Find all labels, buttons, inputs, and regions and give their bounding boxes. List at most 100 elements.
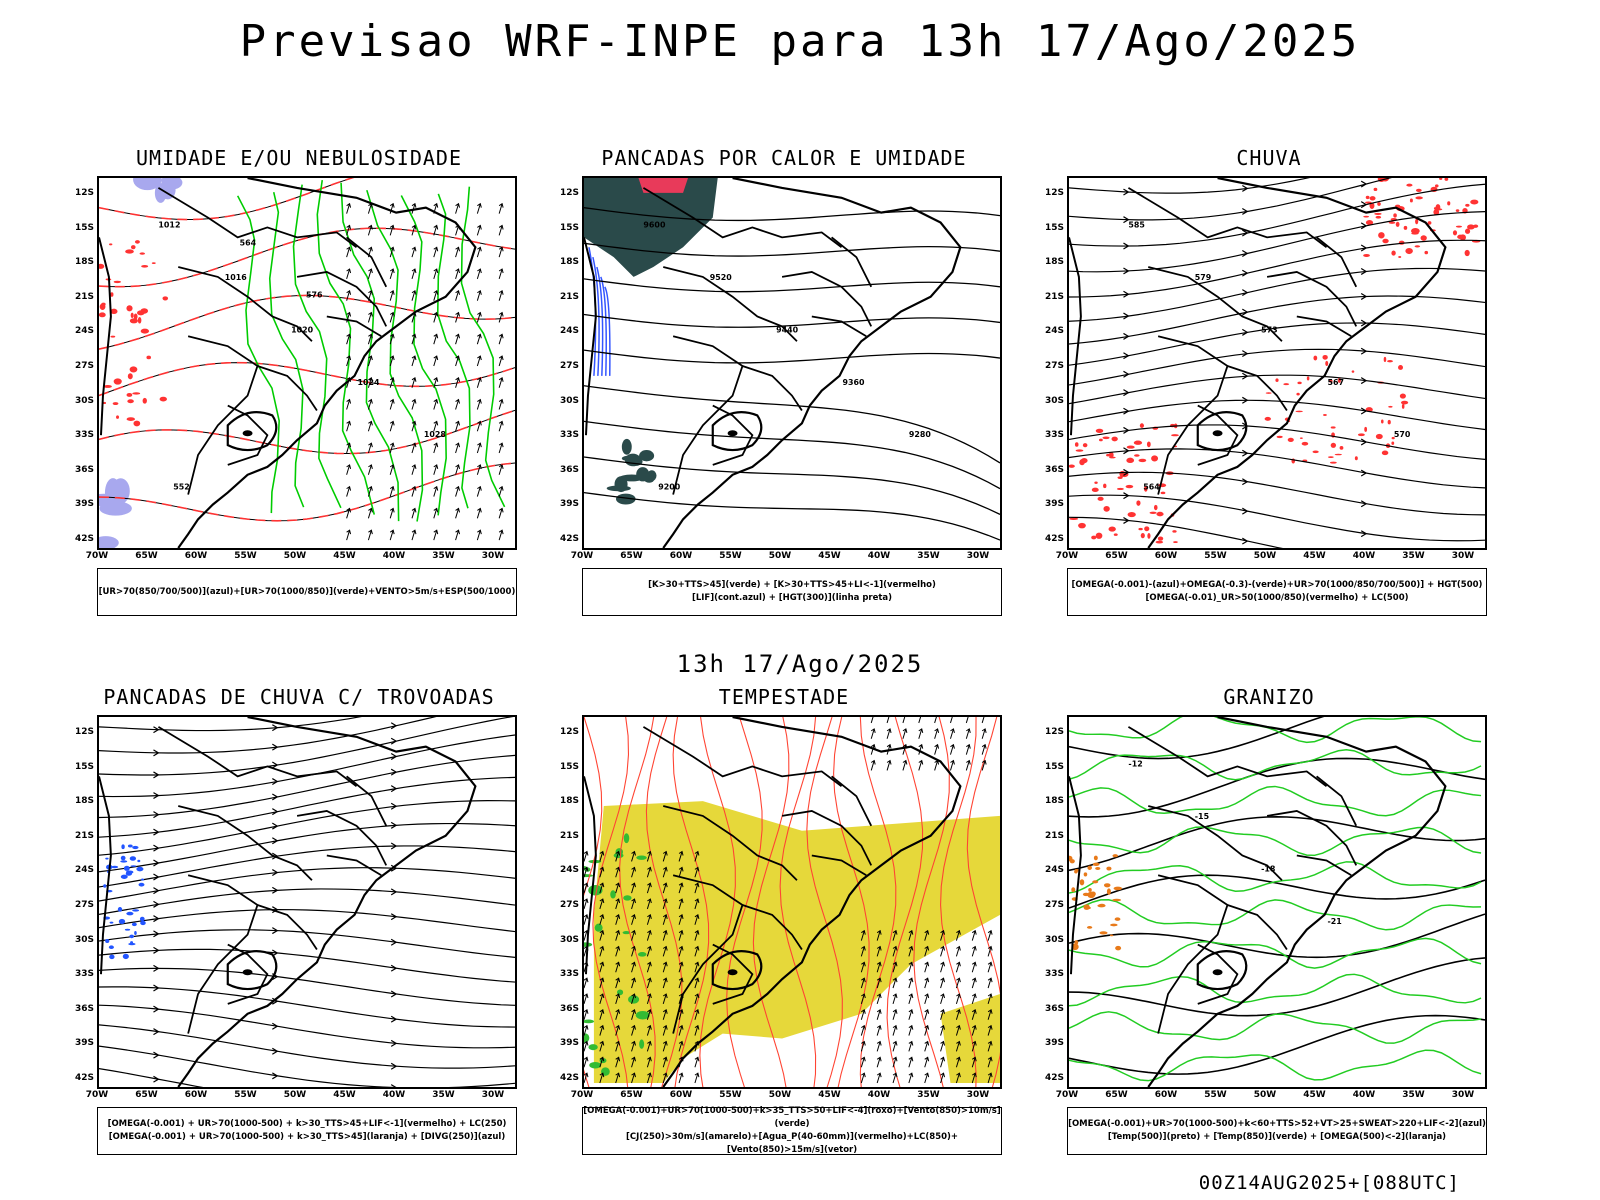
contour-label: 579	[1195, 273, 1212, 282]
legend-line: [OMEGA(-0.001) + UR>70(1000-500) + k>30_…	[107, 1119, 507, 1129]
contour-label: 1016	[225, 273, 248, 282]
contour-label: 1012	[158, 220, 180, 229]
longitude-tick-label: 45W	[333, 551, 356, 561]
latitude-tick-label: 24S	[559, 865, 579, 876]
contour-label: -21	[1328, 917, 1342, 926]
main-title: Previsao WRF-INPE para 13h 17/Ago/2025	[239, 16, 1361, 67]
longitude-tick-label: 50W	[1253, 551, 1277, 561]
latitude-tick-label: 30S	[559, 395, 579, 406]
contour-label: 585	[1128, 220, 1145, 229]
contour-label: 573	[1261, 325, 1278, 334]
longitude-tick-label: 70W	[1055, 551, 1079, 561]
map-svg	[584, 717, 1000, 1087]
forecast-map	[582, 715, 1002, 1089]
longitude-tick-label: 60W	[1154, 1090, 1178, 1100]
legend-line: [LIF](cont.azul) + [HGT(300)](linha pret…	[691, 593, 893, 603]
longitude-tick-label: 65W	[620, 551, 643, 561]
longitude-tick-label: 40W	[867, 1090, 891, 1100]
latitude-tick-label: 24S	[1044, 326, 1064, 337]
latitude-tick-label: 15S	[1044, 761, 1064, 772]
legend-line: [OMEGA(-0.001) + UR>70(1000-500) + k>30_…	[108, 1132, 506, 1142]
longitude-tick-label: 45W	[1303, 1090, 1326, 1100]
longitude-tick-label: 35W	[432, 1090, 455, 1100]
longitude-tick-label: 45W	[1303, 551, 1326, 561]
longitude-tick-label: 50W	[768, 551, 792, 561]
panel-title: PANCADAS POR CALOR E UMIDADE	[601, 146, 967, 170]
longitude-tick-label: 70W	[1055, 1090, 1079, 1100]
map-svg: 9600 9520 9440 9360 9280 9200	[584, 178, 1000, 548]
forecast-map: -12 -15 -18 -21	[1067, 715, 1487, 1089]
longitude-tick-label: 50W	[283, 1090, 307, 1100]
forecast-map: 1012 1016 1020 1024 1028 552 564 576	[97, 176, 517, 550]
longitude-tick-label: 35W	[1402, 1090, 1425, 1100]
latitude-tick-label: 39S	[74, 499, 94, 510]
longitude-tick-label: 65W	[135, 1090, 158, 1100]
legend-line: [UR>70(850/700/500)](azul)+[UR>70(1000/8…	[98, 586, 516, 597]
legend-box: [UR>70(850/700/500)](azul)+[UR>70(1000/8…	[97, 568, 517, 616]
latitude-tick-label: 36S	[1044, 1003, 1064, 1014]
longitude-tick-label: 30W	[966, 551, 990, 561]
longitude-tick-label: 30W	[481, 1090, 505, 1100]
contour-label: -12	[1128, 759, 1142, 768]
legend-box: [OMEGA(-0.001)+UR>70(1000-500)+k<60+TTS>…	[1067, 1107, 1487, 1155]
contour-label: 576	[306, 291, 323, 300]
longitude-tick-label: 70W	[570, 1090, 594, 1100]
latitude-tick-label: 33S	[74, 430, 94, 441]
longitude-tick-label: 70W	[85, 551, 109, 561]
latitude-tick-label: 27S	[1044, 900, 1064, 910]
latitude-tick-label: 30S	[559, 934, 579, 945]
latitude-tick-label: 33S	[559, 430, 579, 441]
latitude-tick-label: 18S	[74, 796, 94, 807]
contour-label: 564	[1143, 483, 1160, 492]
legend-line: [OMEGA(-0.001)+UR>70(1000-500)+k>35_TTS>…	[583, 1106, 1001, 1129]
longitude-tick-label: 55W	[719, 1090, 742, 1100]
contour-label: 1020	[291, 325, 314, 334]
latitude-tick-label: 36S	[559, 464, 579, 475]
longitude-tick-label: 45W	[333, 1090, 356, 1100]
latitude-tick-label: 42S	[74, 534, 94, 544]
latitude-tick-label: 27S	[559, 361, 579, 371]
longitude-tick-label: 50W	[1253, 1090, 1277, 1100]
latitude-tick-label: 36S	[74, 464, 94, 475]
longitude-tick-label: 30W	[1451, 551, 1475, 561]
latitude-tick-label: 15S	[559, 761, 579, 772]
latitude-tick-label: 15S	[74, 761, 94, 772]
longitude-tick-label: 55W	[1204, 551, 1227, 561]
longitude-tick-label: 35W	[917, 1090, 940, 1100]
latitude-tick-label: 27S	[1044, 361, 1064, 371]
map-svg: 1012 1016 1020 1024 1028 552 564 576	[99, 178, 515, 548]
contour-label: 1024	[358, 378, 381, 387]
latitude-tick-label: 30S	[74, 395, 94, 406]
latitude-tick-label: 42S	[1044, 534, 1064, 544]
latitude-tick-label: 27S	[74, 361, 94, 371]
latitude-tick-label: 39S	[559, 499, 579, 510]
panel-title: UMIDADE E/OU NEBULOSIDADE	[135, 146, 463, 170]
map-svg: 585 579 573 567 570 564	[1069, 178, 1485, 548]
panel-title: GRANIZO	[1223, 685, 1315, 709]
forecast-map: 9600 9520 9440 9360 9280 9200	[582, 176, 1002, 550]
latitude-tick-label: 18S	[1044, 257, 1064, 268]
latitude-tick-label: 33S	[1044, 969, 1064, 980]
longitude-tick-label: 50W	[768, 1090, 792, 1100]
longitude-tick-label: 30W	[481, 551, 505, 561]
longitude-tick-label: 35W	[432, 551, 455, 561]
latitude-tick-label: 12S	[1044, 188, 1064, 198]
legend-line: [Temp(500)](preto) + [Temp(850)](verde) …	[1107, 1132, 1447, 1142]
latitude-tick-label: 21S	[559, 291, 579, 302]
legend-box: [OMEGA(-0.001)+UR>70(1000-500)+k>35_TTS>…	[582, 1106, 1002, 1155]
longitude-tick-label: 45W	[818, 1090, 841, 1100]
contour-label: 9200	[658, 483, 681, 492]
contour-label: 9440	[776, 325, 799, 334]
legend-line: [OMEGA(-0.001)+UR>70(1000-500)+k<60+TTS>…	[1068, 1119, 1486, 1129]
longitude-tick-label: 40W	[1352, 1090, 1376, 1100]
contour-label: 570	[1394, 430, 1411, 439]
longitude-tick-label: 30W	[966, 1090, 990, 1100]
longitude-tick-label: 60W	[184, 1090, 208, 1100]
latitude-tick-label: 42S	[559, 1073, 579, 1083]
longitude-tick-label: 60W	[1154, 551, 1178, 561]
contour-label: 9600	[643, 220, 666, 229]
map-svg	[99, 717, 515, 1087]
latitude-tick-label: 33S	[74, 969, 94, 980]
latitude-tick-label: 21S	[559, 830, 579, 841]
latitude-tick-label: 27S	[559, 900, 579, 910]
